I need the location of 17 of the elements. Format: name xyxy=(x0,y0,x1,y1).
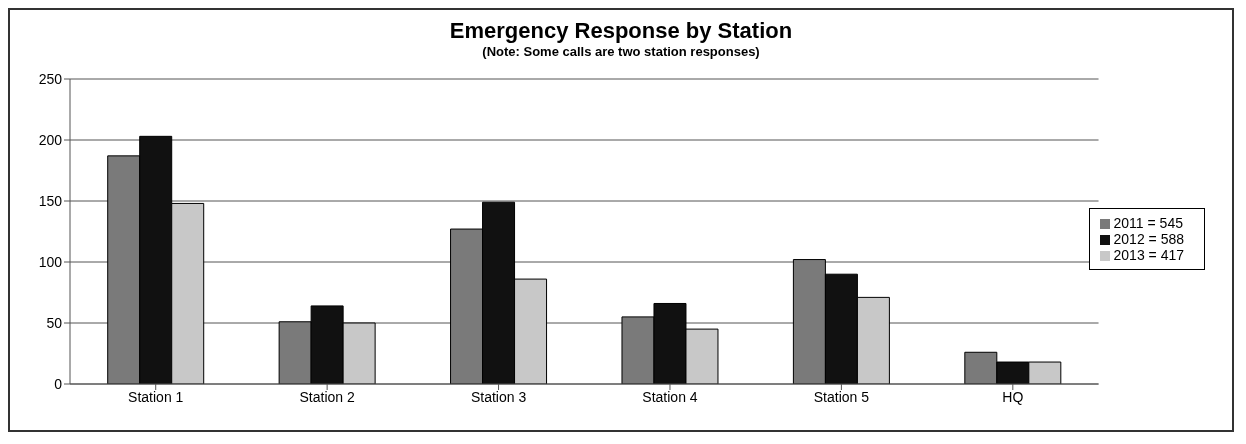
x-tick-label: Station 1 xyxy=(128,388,184,405)
y-tick-label: 250 xyxy=(38,70,63,87)
y-tick-label: 200 xyxy=(38,131,63,148)
y-tick-label: 50 xyxy=(46,314,63,331)
legend-label: 2011 = 545 xyxy=(1113,215,1183,231)
y-tick-label: 150 xyxy=(38,192,63,209)
legend-label: 2013 = 417 xyxy=(1113,247,1184,263)
y-tick-label: 0 xyxy=(54,375,63,392)
y-tick-label: 100 xyxy=(38,253,63,270)
chart-title: Emergency Response by Station xyxy=(448,18,794,44)
x-tick-label: Station 3 xyxy=(470,388,527,405)
x-tick-label: Station 5 xyxy=(813,388,870,405)
x-tick-label: Station 2 xyxy=(299,388,355,405)
chart-subtitle: (Note: Some calls are two station responses) xyxy=(481,44,761,59)
x-tick-label: Station 4 xyxy=(642,388,698,405)
x-tick-label: HQ xyxy=(1002,388,1024,405)
legend-label: 2012 = 588 xyxy=(1113,231,1184,247)
